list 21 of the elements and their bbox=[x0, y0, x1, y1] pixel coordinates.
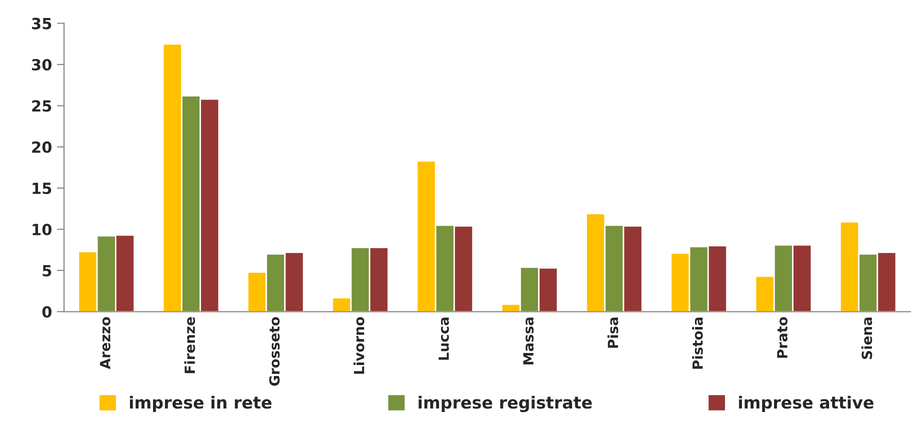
x-tick-label: Prato bbox=[777, 317, 788, 358]
x-tick-label: Grosseto bbox=[269, 317, 280, 386]
x-tick-label: Lucca bbox=[438, 318, 449, 360]
legend-label: imprese attive bbox=[739, 396, 874, 412]
y-tick-label: 35 bbox=[32, 18, 52, 30]
x-tick-label: Pistoia bbox=[692, 318, 703, 369]
y-tick-label: 25 bbox=[32, 100, 52, 112]
x-tick-label: Livorno bbox=[354, 317, 364, 374]
y-tick-label: 15 bbox=[32, 182, 52, 194]
y-tick-label: 5 bbox=[42, 265, 52, 276]
x-tick-label: Firenze bbox=[184, 317, 196, 374]
y-tick-label: 30 bbox=[32, 58, 52, 71]
y-tick-label: 0 bbox=[42, 306, 52, 318]
y-tick-label: 20 bbox=[32, 141, 52, 153]
legend-label: imprese in rete bbox=[130, 396, 272, 412]
x-tick-label: Arezzo bbox=[100, 317, 110, 370]
x-tick-label: Pisa bbox=[607, 318, 618, 348]
x-tick-label: Massa bbox=[523, 318, 534, 364]
x-tick-label: Siena bbox=[861, 318, 872, 359]
legend-label: imprese registrate bbox=[418, 396, 592, 412]
y-tick-label: 10 bbox=[32, 224, 52, 236]
